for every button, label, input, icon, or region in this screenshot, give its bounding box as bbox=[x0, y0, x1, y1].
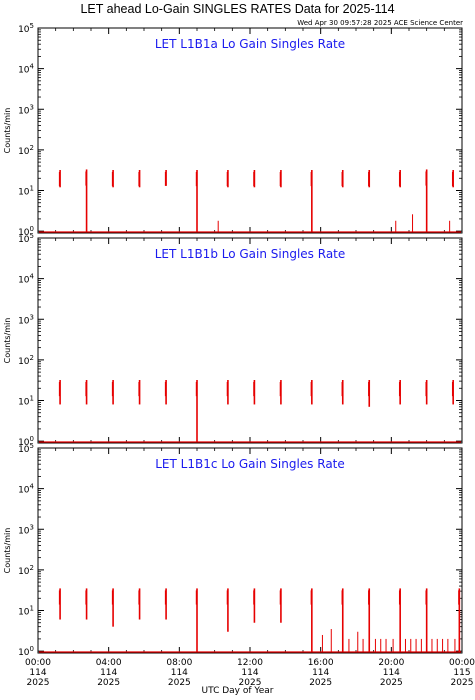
x-tick-label-doy: 114 bbox=[29, 668, 46, 678]
x-tick-label-time: 04:00 bbox=[96, 658, 122, 668]
y-tick-label: 105 bbox=[18, 232, 34, 245]
y-tick-label: 104 bbox=[18, 273, 34, 286]
x-tick-label-doy: 114 bbox=[100, 668, 117, 678]
x-tick-label-doy: 114 bbox=[241, 668, 258, 678]
y-tick-label: 105 bbox=[18, 22, 34, 35]
y-tick-label: 101 bbox=[18, 605, 34, 618]
x-tick-label-year: 2025 bbox=[309, 678, 332, 688]
plot-frame bbox=[37, 237, 463, 444]
x-tick-label-doy: 115 bbox=[453, 668, 470, 678]
x-tick-label-time: 12:00 bbox=[237, 658, 263, 668]
plot-frame bbox=[37, 447, 463, 654]
y-tick-label: 100 bbox=[18, 645, 34, 658]
y-axis-label: Counts/min bbox=[3, 318, 12, 364]
x-tick-label-time: 20:00 bbox=[378, 658, 404, 668]
y-tick-label: 103 bbox=[18, 313, 34, 326]
x-tick-label-year: 2025 bbox=[380, 678, 403, 688]
y-tick-label: 102 bbox=[18, 564, 34, 577]
y-tick-label: 102 bbox=[18, 144, 34, 157]
x-tick-label-time: 00:00 bbox=[25, 658, 51, 668]
panel-title: LET L1B1c Lo Gain Singles Rate bbox=[155, 457, 345, 471]
x-tick-label-year: 2025 bbox=[97, 678, 120, 688]
y-tick-label: 100 bbox=[18, 225, 34, 238]
x-tick-label-time: 00:00 bbox=[449, 658, 475, 668]
x-tick-label-year: 2025 bbox=[27, 678, 50, 688]
x-tick-label-doy: 114 bbox=[171, 668, 188, 678]
y-tick-label: 101 bbox=[18, 185, 34, 198]
chart-panel-3: LET L1B1c Lo Gain Singles Rate Counts/min… bbox=[3, 442, 463, 658]
y-tick-label: 100 bbox=[18, 435, 34, 448]
x-tick-label-doy: 114 bbox=[383, 668, 400, 678]
generation-timestamp: Wed Apr 30 09:57:28 2025 ACE Science Cen… bbox=[297, 19, 463, 27]
x-tick-label-year: 2025 bbox=[239, 678, 262, 688]
y-axis-label: Counts/min bbox=[3, 528, 12, 574]
panel-title: LET L1B1a Lo Gain Singles Rate bbox=[155, 37, 345, 51]
y-tick-label: 104 bbox=[18, 63, 34, 76]
y-tick-label: 101 bbox=[18, 395, 34, 408]
x-tick-label-time: 08:00 bbox=[166, 658, 192, 668]
panel-title: LET L1B1b Lo Gain Singles Rate bbox=[155, 247, 346, 261]
y-axis-label: Counts/min bbox=[3, 108, 12, 154]
y-tick-label: 103 bbox=[18, 523, 34, 536]
y-tick-label: 103 bbox=[18, 103, 34, 116]
page-title: LET ahead Lo-Gain SINGLES RATES Data for… bbox=[80, 2, 395, 16]
plot-frame bbox=[37, 27, 463, 234]
x-tick-label-year: 2025 bbox=[451, 678, 474, 688]
x-axis-label: UTC Day of Year bbox=[201, 686, 274, 696]
chart-panel-2: LET L1B1b Lo Gain Singles Rate Counts/min… bbox=[3, 232, 463, 448]
x-tick-label-time: 16:00 bbox=[308, 658, 334, 668]
y-tick-label: 102 bbox=[18, 354, 34, 367]
y-tick-label: 105 bbox=[18, 442, 34, 455]
y-tick-label: 104 bbox=[18, 483, 34, 496]
x-tick-label-doy: 114 bbox=[312, 668, 329, 678]
chart-panel-1: LET L1B1a Lo Gain Singles Rate Counts/min… bbox=[3, 22, 463, 238]
x-tick-label-year: 2025 bbox=[168, 678, 191, 688]
